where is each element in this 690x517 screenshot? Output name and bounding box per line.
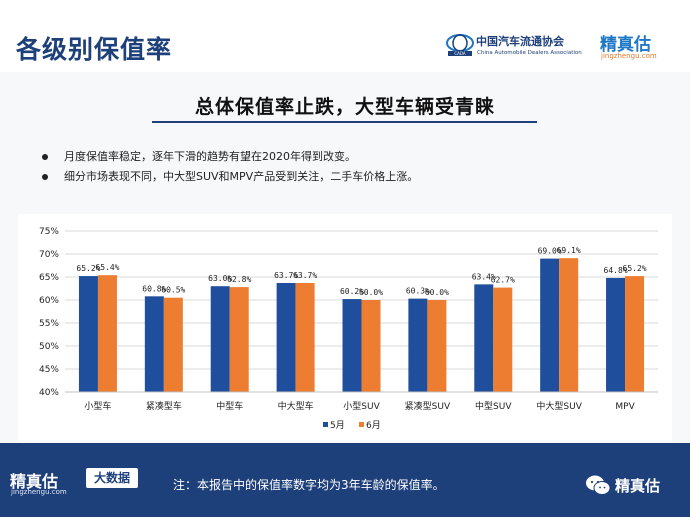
data-label: 63.4% bbox=[472, 272, 496, 281]
brand-name: 精真估 bbox=[600, 35, 651, 55]
data-label: 63.7% bbox=[274, 271, 298, 280]
bar bbox=[474, 284, 494, 392]
bar bbox=[78, 276, 98, 392]
bar bbox=[163, 297, 183, 392]
wechat-name: 精真估 bbox=[615, 477, 661, 495]
bullet-text: 细分市场表现不同，中大型SUV和MPV产品受到关注，二手车价格上涨。 bbox=[64, 170, 419, 183]
legend-swatch bbox=[323, 422, 328, 427]
subtitle-underline bbox=[152, 121, 537, 123]
x-tick-label: 中大型SUV bbox=[536, 400, 582, 412]
footer-note: 注：本报告中的保值率数字均为3年车龄的保值率。 bbox=[173, 478, 445, 492]
data-label: 62.7% bbox=[491, 276, 515, 285]
bar bbox=[540, 258, 560, 392]
footer-brand-name: 精真估 bbox=[10, 472, 59, 491]
data-label: 65.2% bbox=[76, 264, 100, 273]
bar bbox=[210, 286, 230, 392]
y-tick-label: 50% bbox=[39, 342, 59, 352]
data-label: 64.8% bbox=[604, 266, 628, 275]
footer: 精真估 jingzhengu.com 大数据 注：本报告中的保值率数字均为3年车… bbox=[0, 443, 690, 517]
legend-label: 6月 bbox=[366, 420, 381, 431]
org-logo: CADA 中国汽车流通协会 China Automobile Dealers A… bbox=[445, 30, 595, 66]
bar bbox=[493, 287, 513, 392]
bar bbox=[606, 277, 626, 392]
brand-logo: 精真估 jingzhengu.com bbox=[600, 30, 680, 64]
brand-url: jingzhengu.com bbox=[601, 52, 657, 60]
chart-area: 40% 45% 50% 55% 60% 65% 70% 75% 65.2% 65.4% 小型车 60.… bbox=[18, 214, 672, 442]
data-label: 65.4% bbox=[95, 263, 119, 272]
x-tick-label: 中型车 bbox=[216, 400, 243, 412]
wechat-account[interactable]: 精真估 bbox=[585, 472, 680, 498]
page-title: 各级别保值率 bbox=[16, 35, 173, 64]
x-tick-label: 小型车 bbox=[84, 400, 111, 412]
bullet-item: 月度保值率稳定，逐年下滑的趋势有望在2020年得到改变。 bbox=[40, 150, 660, 170]
y-tick-label: 55% bbox=[39, 319, 59, 329]
wechat-icon bbox=[586, 475, 611, 495]
y-tick-label: 60% bbox=[39, 296, 59, 306]
y-tick-label: 75% bbox=[39, 227, 59, 237]
data-label: 63.0% bbox=[208, 274, 232, 283]
org-name-cn: 中国汽车流通协会 bbox=[476, 35, 564, 48]
footer-brand-url: jingzhengu.com bbox=[11, 488, 67, 496]
bullet-text: 月度保值率稳定，逐年下滑的趋势有望在2020年得到改变。 bbox=[64, 150, 356, 163]
bar bbox=[408, 298, 428, 392]
y-tick-label: 65% bbox=[39, 273, 59, 283]
bar bbox=[295, 282, 315, 392]
bar-chart: 40%45%50%55%60%65%70%75%65.2%65.4%小型车60.… bbox=[39, 227, 658, 431]
bar bbox=[276, 282, 296, 392]
data-label: 69.0% bbox=[538, 247, 562, 256]
slide-subtitle: 总体保值率止跌，大型车辆受青睐 bbox=[194, 96, 495, 118]
cada-logo-icon: CADA bbox=[446, 34, 474, 56]
bar bbox=[229, 287, 249, 392]
svg-text:CADA: CADA bbox=[454, 51, 466, 56]
data-label: 60.2% bbox=[340, 287, 364, 296]
bar bbox=[361, 300, 381, 392]
header: 各级别保值率 CADA 中国汽车流通协会 China Automobile De… bbox=[0, 0, 690, 72]
bullet-list: 月度保值率稳定，逐年下滑的趋势有望在2020年得到改变。 细分市场表现不同，中大… bbox=[40, 150, 660, 190]
bar bbox=[144, 296, 164, 392]
bullet-dot bbox=[42, 154, 48, 160]
bar bbox=[625, 276, 645, 392]
bar bbox=[97, 275, 117, 392]
org-name-en: China Automobile Dealers Association bbox=[477, 50, 582, 56]
x-tick-label: 紧凑型车 bbox=[146, 400, 182, 412]
bigdata-badge: 大数据 bbox=[86, 468, 138, 488]
footer-logo: 精真估 jingzhengu.com 大数据 bbox=[10, 468, 160, 502]
legend-label: 5月 bbox=[330, 420, 345, 431]
x-tick-label: 紧凑型SUV bbox=[405, 400, 451, 412]
data-label: 60.8% bbox=[142, 284, 166, 293]
bullet-dot bbox=[42, 174, 48, 180]
data-label: 62.8% bbox=[227, 275, 251, 284]
x-tick-label: MPV bbox=[615, 402, 635, 412]
y-tick-label: 70% bbox=[39, 250, 59, 260]
y-tick-label: 45% bbox=[39, 365, 59, 375]
data-label: 65.2% bbox=[623, 264, 647, 273]
x-tick-label: 中型SUV bbox=[475, 400, 512, 412]
y-tick-label: 40% bbox=[39, 388, 59, 398]
bar bbox=[559, 258, 579, 392]
bar bbox=[342, 299, 362, 392]
x-tick-label: 中大型车 bbox=[278, 400, 314, 412]
data-label: 69.1% bbox=[557, 246, 581, 255]
x-tick-label: 小型SUV bbox=[343, 401, 380, 412]
data-label: 60.5% bbox=[161, 286, 185, 295]
legend-swatch bbox=[359, 422, 364, 427]
data-label: 60.0% bbox=[359, 288, 383, 297]
data-label: 60.3% bbox=[406, 287, 430, 296]
bullet-item: 细分市场表现不同，中大型SUV和MPV产品受到关注，二手车价格上涨。 bbox=[40, 170, 660, 190]
data-label: 60.0% bbox=[425, 288, 449, 297]
bar bbox=[427, 300, 447, 392]
data-label: 63.7% bbox=[293, 271, 317, 280]
